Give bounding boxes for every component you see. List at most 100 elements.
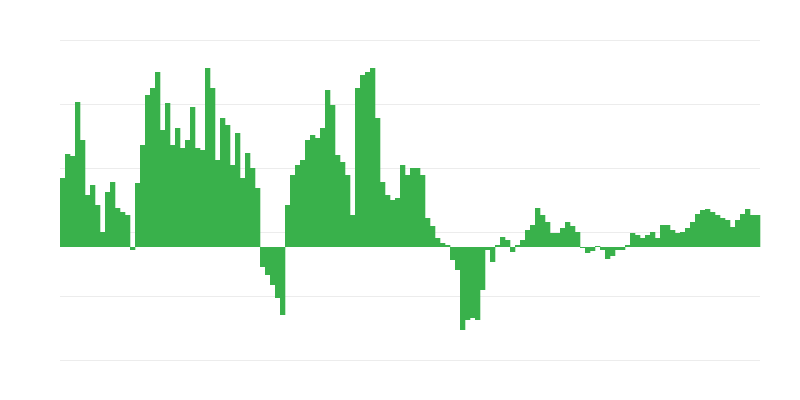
bar	[125, 215, 131, 247]
bar	[315, 138, 321, 247]
bar	[690, 222, 696, 247]
bar	[320, 128, 326, 247]
bar	[505, 240, 511, 247]
bar	[355, 88, 361, 247]
bar	[245, 153, 251, 247]
bar	[430, 226, 436, 247]
bar	[755, 215, 761, 247]
bar	[230, 165, 236, 247]
bar	[485, 247, 491, 250]
bar	[720, 218, 726, 247]
bar	[725, 220, 731, 247]
bar	[215, 160, 221, 247]
bar	[750, 215, 756, 247]
bar	[340, 162, 346, 247]
bar	[550, 233, 556, 247]
bar	[520, 240, 526, 247]
bar	[95, 205, 101, 247]
bar	[220, 118, 226, 247]
bar	[560, 228, 566, 247]
bar	[310, 135, 316, 247]
bar	[675, 233, 681, 247]
bar	[660, 225, 666, 247]
bar	[595, 246, 601, 247]
bar	[280, 247, 286, 315]
bar	[650, 232, 656, 247]
bar	[715, 215, 721, 247]
bar	[190, 107, 196, 247]
bar	[730, 227, 736, 247]
bar	[335, 155, 341, 247]
bar	[150, 88, 156, 247]
bar	[645, 235, 651, 247]
bar	[620, 247, 626, 250]
bar	[65, 154, 71, 247]
bar	[90, 185, 96, 247]
bar	[685, 228, 691, 247]
bar	[385, 195, 391, 247]
bar	[250, 168, 256, 247]
bar	[135, 183, 141, 247]
bar	[540, 215, 546, 247]
bar	[165, 103, 171, 247]
bar	[115, 208, 121, 247]
bar	[350, 215, 356, 247]
bar	[195, 148, 201, 247]
bar	[210, 88, 216, 247]
bar	[585, 247, 591, 253]
bar	[285, 205, 291, 247]
bar	[390, 200, 396, 247]
bar	[400, 165, 406, 247]
bar	[735, 220, 741, 247]
bar	[235, 133, 241, 247]
bar	[695, 214, 701, 247]
bar	[500, 237, 506, 247]
bar	[265, 247, 271, 275]
bar	[270, 247, 276, 285]
bar	[605, 247, 611, 259]
bar	[120, 212, 126, 247]
bar	[745, 209, 751, 247]
bar	[575, 232, 581, 247]
bar	[700, 210, 706, 247]
bar	[260, 247, 266, 267]
bar	[380, 182, 386, 247]
bar	[475, 247, 481, 320]
bars	[60, 68, 761, 330]
bar	[615, 247, 621, 250]
bar	[655, 238, 661, 247]
bar	[100, 232, 106, 247]
bar	[610, 247, 616, 256]
bar	[590, 247, 596, 251]
bar	[710, 212, 716, 247]
bar	[155, 72, 161, 247]
bar	[640, 238, 646, 247]
bar	[435, 238, 441, 247]
bar	[290, 175, 296, 247]
bar	[85, 195, 91, 247]
bar	[75, 102, 81, 247]
bar	[490, 247, 496, 262]
bar	[255, 188, 261, 247]
bar	[365, 72, 371, 247]
bar	[635, 235, 641, 247]
bar	[445, 245, 451, 247]
bar	[330, 105, 336, 247]
bar	[525, 230, 531, 247]
bar	[510, 247, 516, 252]
bar	[670, 230, 676, 247]
bar	[600, 247, 606, 250]
bar	[580, 247, 586, 248]
bar	[440, 243, 446, 247]
bar	[375, 118, 381, 247]
bar	[460, 247, 466, 330]
bar	[345, 175, 351, 247]
bar	[555, 233, 561, 247]
bar	[530, 225, 536, 247]
bar	[305, 140, 311, 247]
bar	[470, 247, 476, 318]
bar	[60, 178, 66, 247]
bar	[395, 198, 401, 247]
bar	[570, 226, 576, 247]
